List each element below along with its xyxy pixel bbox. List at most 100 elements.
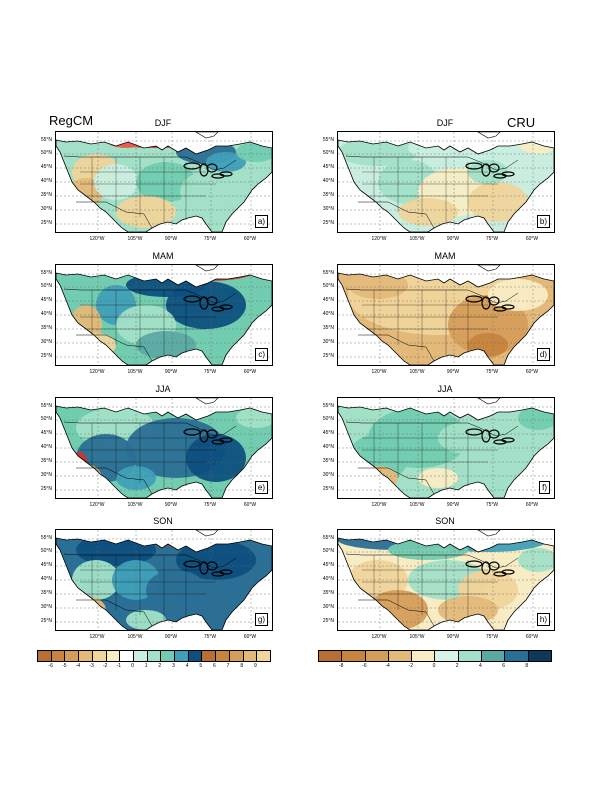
lat-label: 45°N bbox=[322, 562, 334, 568]
lon-label: 60°W bbox=[525, 634, 539, 640]
great-lake bbox=[488, 296, 500, 306]
lat-label: 25°N bbox=[322, 618, 334, 624]
great-lake bbox=[183, 428, 201, 436]
map-panel-g: g) bbox=[55, 529, 273, 631]
field-patch bbox=[418, 468, 458, 488]
colorbar-swatch bbox=[120, 651, 134, 661]
lon-label: 75°W bbox=[485, 369, 499, 375]
colorbar-swatch bbox=[147, 651, 162, 661]
lat-label: 30°N bbox=[322, 472, 334, 478]
colorbar-swatch bbox=[243, 651, 258, 661]
colorbar-swatch bbox=[188, 651, 203, 661]
lon-label: 75°W bbox=[203, 369, 217, 375]
colorbar-swatch bbox=[257, 651, 270, 661]
map-c bbox=[56, 265, 272, 365]
lat-label: 50°N bbox=[40, 548, 52, 554]
panel-label-c: c) bbox=[255, 348, 268, 361]
coastline bbox=[338, 405, 554, 498]
lon-label: 105°W bbox=[409, 634, 425, 640]
lat-label: 55°N bbox=[322, 535, 334, 541]
map-panel-b: b) bbox=[337, 131, 555, 233]
lat-label: 35°N bbox=[322, 458, 334, 464]
lon-label: 60°W bbox=[243, 634, 257, 640]
great-lake bbox=[183, 295, 201, 303]
lat-label: 40°N bbox=[322, 311, 334, 317]
lat-label: 50°N bbox=[40, 150, 52, 156]
map-panel-c: c) bbox=[55, 264, 273, 366]
lat-label: 50°N bbox=[322, 150, 334, 156]
panel-label-b: b) bbox=[536, 215, 550, 228]
colorbar-swatch bbox=[79, 651, 93, 661]
season-title-son-right: SON bbox=[435, 516, 455, 526]
great-lake bbox=[206, 296, 218, 306]
lat-label: 25°N bbox=[40, 220, 52, 226]
great-lake bbox=[488, 429, 500, 439]
lon-label: 60°W bbox=[525, 236, 539, 242]
lat-label: 25°N bbox=[322, 353, 334, 359]
colorbar-swatch bbox=[38, 651, 52, 661]
lon-label: 60°W bbox=[525, 369, 539, 375]
map-a bbox=[56, 132, 272, 232]
lon-label: 60°W bbox=[243, 369, 257, 375]
colorbar-swatch bbox=[161, 651, 176, 661]
lat-label: 40°N bbox=[322, 576, 334, 582]
lon-label: 105°W bbox=[409, 369, 425, 375]
lon-label: 105°W bbox=[127, 236, 143, 242]
lon-label: 75°W bbox=[203, 634, 217, 640]
great-lake bbox=[219, 171, 233, 177]
border bbox=[358, 334, 435, 362]
colorbar-tick: -2 bbox=[408, 663, 414, 669]
great-lake bbox=[219, 569, 233, 575]
lat-label: 45°N bbox=[322, 297, 334, 303]
lon-label: 60°W bbox=[243, 502, 257, 508]
colorbar-tick: -4 bbox=[385, 663, 390, 669]
lat-label: 55°N bbox=[40, 403, 52, 409]
border bbox=[76, 467, 153, 495]
lon-label: 75°W bbox=[485, 502, 499, 508]
colorbar-tick: 7 bbox=[226, 663, 230, 669]
season-title-djf-right: DJF bbox=[436, 118, 454, 128]
lat-label: 50°N bbox=[322, 548, 334, 554]
great-lake bbox=[219, 437, 233, 443]
hudson-bay bbox=[195, 530, 219, 537]
lon-label: 90°W bbox=[446, 369, 460, 375]
colorbar-swatch bbox=[202, 651, 217, 661]
colorbar-tick: -1 bbox=[116, 663, 122, 669]
lon-label: 120°W bbox=[89, 236, 105, 242]
lat-label: 40°N bbox=[40, 444, 52, 450]
colorbar-tick: 9 bbox=[253, 663, 257, 669]
lat-label: 35°N bbox=[40, 325, 52, 331]
map-panel-h: h) bbox=[337, 529, 555, 631]
lat-label: 35°N bbox=[322, 192, 334, 198]
lat-label: 25°N bbox=[40, 618, 52, 624]
lat-label: 55°N bbox=[40, 137, 52, 143]
lat-label: 45°N bbox=[40, 297, 52, 303]
lon-label: 105°W bbox=[127, 502, 143, 508]
map-panel-f: f) bbox=[337, 397, 555, 499]
lat-label: 45°N bbox=[40, 562, 52, 568]
panel-label-a: a) bbox=[254, 215, 268, 228]
lon-label: 90°W bbox=[164, 502, 178, 508]
coastline bbox=[56, 139, 272, 232]
hudson-bay bbox=[477, 132, 501, 139]
lat-label: 25°N bbox=[40, 353, 52, 359]
lon-label: 90°W bbox=[164, 236, 178, 242]
hudson-bay bbox=[195, 265, 219, 272]
lon-label: 120°W bbox=[371, 634, 387, 640]
lat-label: 55°N bbox=[40, 535, 52, 541]
lat-label: 30°N bbox=[322, 604, 334, 610]
colorbar-tick: 8 bbox=[525, 663, 529, 669]
hudson-bay bbox=[477, 398, 501, 405]
great-lake bbox=[206, 561, 218, 571]
lat-label: 30°N bbox=[40, 604, 52, 610]
great-lake bbox=[465, 428, 483, 436]
colorbar-swatch bbox=[216, 651, 230, 661]
lat-label: 30°N bbox=[322, 206, 334, 212]
lon-label: 120°W bbox=[371, 502, 387, 508]
field-patch bbox=[136, 331, 196, 359]
lat-label: 35°N bbox=[40, 458, 52, 464]
great-lake bbox=[501, 437, 515, 443]
colorbar-right bbox=[318, 650, 552, 662]
colorbar-swatch bbox=[482, 651, 506, 661]
colorbar-tick: -6 bbox=[48, 663, 53, 669]
